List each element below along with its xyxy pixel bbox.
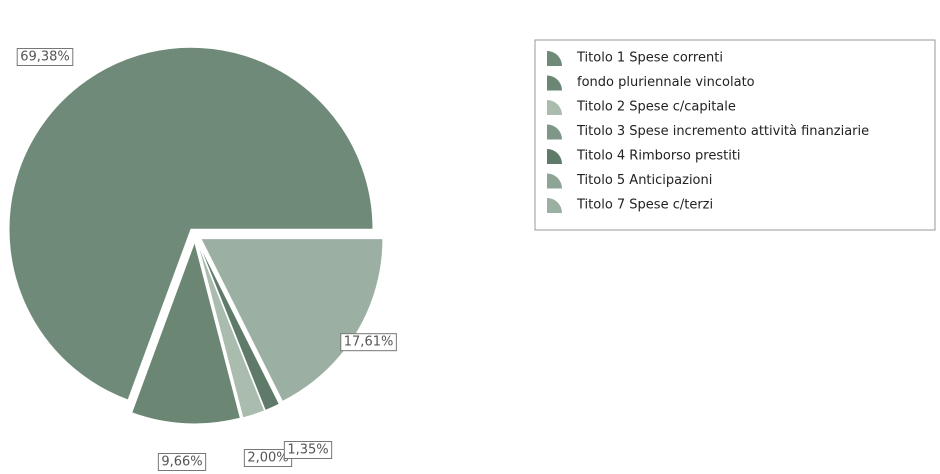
legend-box <box>534 39 936 231</box>
legend-label: Titolo 3 Spese incremento attività finan… <box>576 124 869 139</box>
legend-label: fondo pluriennale vincolato <box>577 75 755 90</box>
legend-label: Titolo 5 Anticipazioni <box>576 173 712 188</box>
data-label: 2,00% <box>247 451 288 466</box>
pie-slice <box>8 46 374 401</box>
legend-label: Titolo 4 Rimborso prestiti <box>576 149 741 164</box>
legend-label: Titolo 1 Spese correnti <box>576 51 723 66</box>
data-label-box <box>283 441 333 459</box>
data-label: 1,35% <box>287 443 328 458</box>
legend-label: Titolo 7 Spese c/terzi <box>576 198 713 213</box>
data-label-box <box>340 333 397 352</box>
pie-slice <box>196 241 266 419</box>
pie-slice <box>197 241 281 412</box>
data-label: 17,61% <box>344 335 394 350</box>
legend-swatch <box>547 100 562 115</box>
legend-swatch <box>547 124 562 140</box>
legend-swatch <box>547 173 562 189</box>
legend-swatch <box>547 75 562 91</box>
data-label: 9,66% <box>161 455 202 470</box>
pie-slice <box>131 240 241 425</box>
legend-label: Titolo 2 Spese c/capitale <box>576 100 736 115</box>
legend-swatch <box>547 51 562 66</box>
data-label: 69,38% <box>20 50 70 65</box>
data-label-box <box>157 453 207 471</box>
legend-swatch <box>547 198 562 213</box>
data-label-box <box>16 48 74 66</box>
legend-swatch <box>547 149 562 164</box>
